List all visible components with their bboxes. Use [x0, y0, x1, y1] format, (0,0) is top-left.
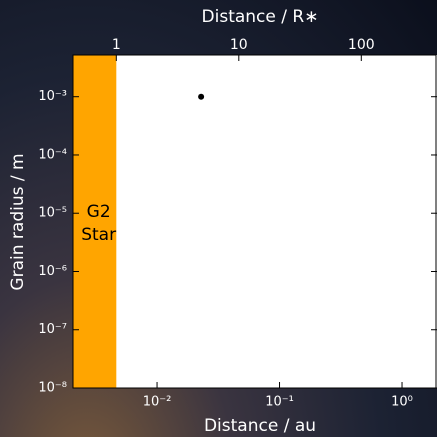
x-tick-label: 10⁻²	[143, 395, 172, 410]
y-tick-label: 10⁻⁸	[38, 381, 67, 396]
x2-tick-label: 1	[112, 37, 121, 53]
y-tick-label: 10⁻⁷	[38, 322, 67, 337]
y-axis-label: Grain radius / m	[8, 153, 28, 290]
plot-area	[73, 55, 437, 388]
x2-tick-label: 10	[230, 37, 248, 53]
star-label: Star	[81, 225, 116, 245]
y-tick-label: 10⁻³	[38, 89, 67, 104]
y-tick-label: 10⁻⁵	[38, 206, 67, 221]
x2-tick-label: 100	[348, 37, 375, 53]
x-tick-label: 10⁻¹	[265, 395, 294, 410]
x-axis-label: Distance / au	[204, 416, 316, 436]
star-label: G2	[87, 202, 111, 222]
y-tick-label: 10⁻⁶	[38, 264, 67, 279]
x2-axis-label: Distance / R∗	[202, 7, 319, 27]
chart: Distance / R∗ Distance / au Grain radius…	[0, 0, 437, 437]
x-tick-label: 10⁰	[391, 395, 413, 410]
y-tick-label: 10⁻⁴	[38, 147, 67, 162]
point	[198, 94, 204, 100]
